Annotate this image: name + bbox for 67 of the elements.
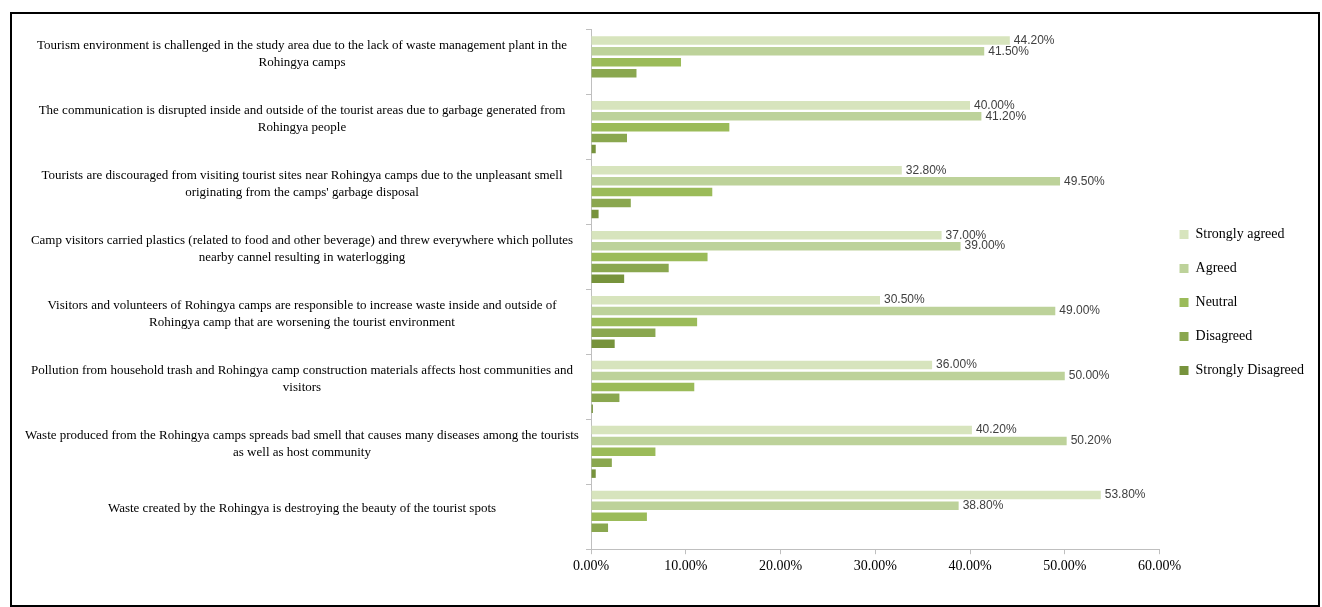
- bar: [591, 133, 628, 143]
- y-tick-label: Tourism environment is challenged in the study area due to the lack of waste management plant in the Rohingya camps: [36, 37, 568, 70]
- bar: [591, 68, 637, 78]
- bar: [591, 469, 596, 478]
- x-tick-label: 30.00%: [853, 557, 898, 573]
- x-tick-label: 0.00%: [572, 557, 610, 573]
- bar: [591, 501, 959, 511]
- y-tick-label: Pollution from household trash and Rohingya camp construction materials affects host communities and visitors: [30, 361, 574, 394]
- data-label: 40.20%: [975, 422, 1017, 437]
- bar: [591, 209, 599, 219]
- bar: [591, 58, 682, 67]
- legend-label: Neutral: [1195, 294, 1238, 310]
- bar: [591, 122, 730, 132]
- bar: [591, 274, 625, 284]
- data-label: 36.00%: [936, 357, 978, 372]
- data-label: 39.00%: [964, 238, 1006, 253]
- bar: [591, 447, 656, 457]
- bar: [591, 112, 982, 121]
- bar: [591, 241, 961, 251]
- legend-label: Disagreed: [1195, 328, 1253, 344]
- data-label: 32.80%: [905, 162, 947, 177]
- x-tick-label: 20.00%: [758, 557, 803, 573]
- bar: [591, 371, 1065, 381]
- bar: [591, 436, 1067, 446]
- data-label: 49.00%: [1059, 303, 1101, 318]
- bar: [591, 36, 1010, 45]
- bar: [591, 166, 902, 175]
- y-tick-label: Visitors and volunteers of Rohingya camps are responsible to increase waste inside and outside of Rohingya camp that are worsening the tourist environment: [47, 296, 558, 329]
- legend-label: Strongly Disagreed: [1195, 362, 1304, 378]
- y-tick-label: Waste produced from the Rohingya camps spreads bad smell that causes many diseases among the tourists as well as host community: [25, 426, 579, 459]
- bar: [591, 339, 615, 349]
- x-tick-label: 60.00%: [1137, 557, 1182, 573]
- legend-label: Agreed: [1195, 260, 1237, 276]
- data-label: 50.00%: [1068, 368, 1110, 383]
- bar: [591, 523, 609, 532]
- bar: [591, 230, 942, 240]
- data-label: 30.50%: [884, 292, 926, 307]
- x-tick-label: 40.00%: [948, 557, 992, 573]
- bar: [591, 317, 698, 327]
- bar: [591, 458, 612, 467]
- y-tick-label: The communication is disrupted inside and outside of the tourist areas due to garbage generated from Rohingya people: [38, 102, 566, 135]
- bar: [591, 187, 713, 197]
- x-tick-label: 50.00%: [1043, 557, 1087, 573]
- data-label: 49.50%: [1064, 173, 1106, 188]
- bar: [591, 295, 880, 305]
- bar: [591, 263, 669, 273]
- data-label: 50.20%: [1070, 433, 1112, 448]
- bar: [591, 393, 620, 403]
- bar: [591, 382, 695, 392]
- legend-label: Strongly agreed: [1195, 226, 1285, 242]
- bar: [591, 328, 656, 338]
- data-label: 53.80%: [1104, 487, 1146, 502]
- bar: [591, 490, 1101, 500]
- y-tick-label: Camp visitors carried plastics (related to food and other beverage) and threw everywhere which pollutes nearby cannel resulting in waterlogging: [30, 231, 574, 264]
- bar: [591, 252, 708, 262]
- bar: [591, 101, 971, 110]
- bar: [591, 512, 647, 521]
- bar: [591, 47, 985, 56]
- x-tick-label: 10.00%: [664, 557, 708, 573]
- bar: [591, 198, 631, 208]
- bar: [591, 176, 1061, 186]
- bar: [591, 360, 933, 370]
- data-label: 38.80%: [962, 498, 1004, 513]
- y-tick-label: Tourists are discouraged from visiting tourist sites near Rohingya camps due to the unpleasant smell originating from the camps' garbage disposal: [41, 167, 563, 200]
- y-tick-label: Waste created by the Rohingya is destroying the beauty of the tourist spots: [107, 500, 497, 516]
- bar: [591, 306, 1056, 316]
- bar: [591, 425, 972, 435]
